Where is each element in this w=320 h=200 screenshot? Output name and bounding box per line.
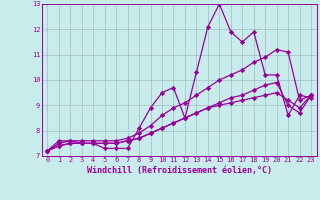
- X-axis label: Windchill (Refroidissement éolien,°C): Windchill (Refroidissement éolien,°C): [87, 166, 272, 175]
